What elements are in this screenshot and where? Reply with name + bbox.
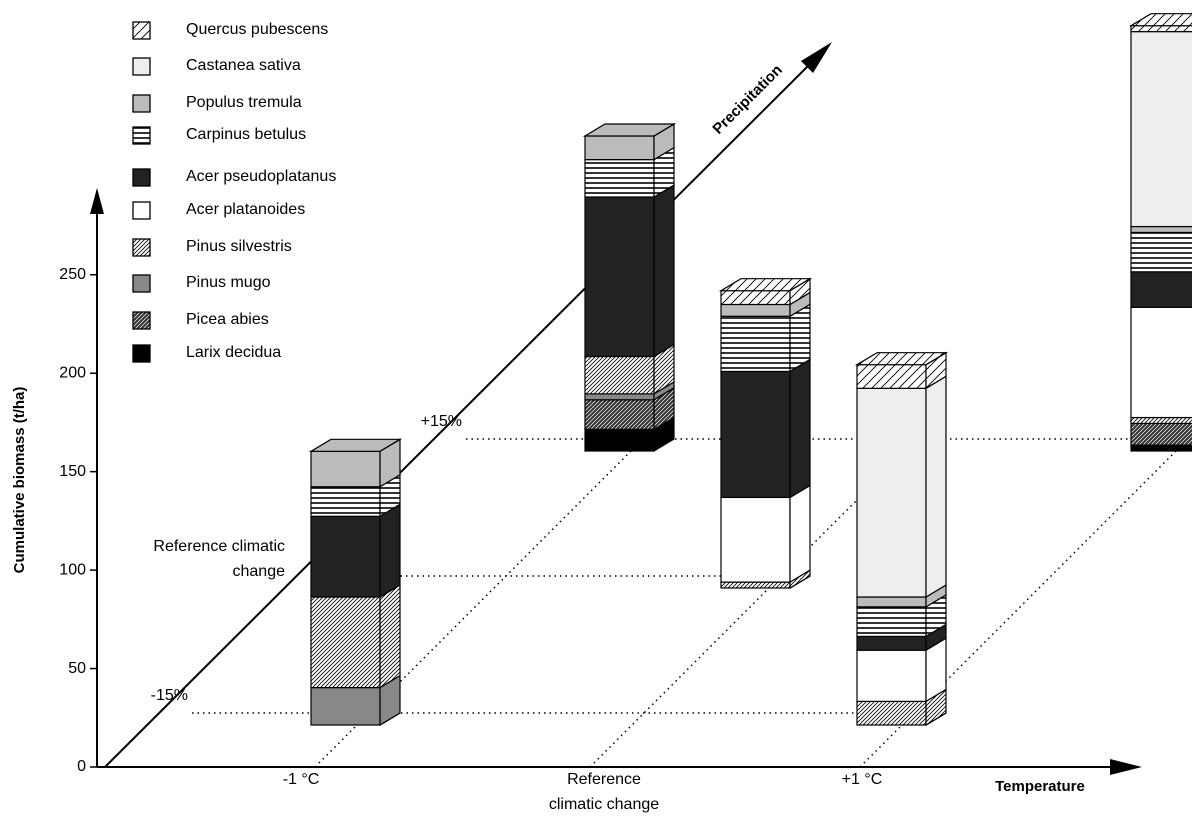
bar-segment <box>1130 225 1192 234</box>
y-tick-label: 0 <box>77 758 86 775</box>
bar-segment <box>310 515 381 598</box>
bar-segment <box>1130 231 1192 273</box>
bar-side <box>789 484 811 584</box>
legend-label: Larix decidua <box>186 344 281 361</box>
y-axis-title: Cumulative biomass (t/ha) <box>11 387 28 574</box>
x-axis-title: Temperature <box>995 778 1085 795</box>
legend-label: Pinus silvestris <box>186 238 292 255</box>
z-tick-label: -15% <box>150 687 188 704</box>
bar-segment <box>584 399 655 430</box>
bar-segment <box>1130 422 1192 446</box>
x-axis-arrow <box>1110 759 1142 775</box>
legend-label: Picea abies <box>186 311 269 328</box>
legend-label: Acer platanoides <box>186 201 305 218</box>
bar-segment <box>310 486 381 517</box>
legend-swatch <box>132 344 151 363</box>
legend-swatch <box>132 274 151 293</box>
bar-segment <box>720 370 791 499</box>
bar-segment <box>720 315 791 373</box>
bar-side <box>653 183 675 358</box>
bar-segment <box>584 196 655 358</box>
legend-swatch <box>132 311 151 330</box>
bar-segment <box>1130 271 1192 308</box>
bar-top <box>854 352 949 366</box>
bar-side <box>789 358 811 499</box>
bar-segment <box>1130 31 1192 228</box>
bar-top <box>718 278 813 292</box>
bar-segment <box>856 700 927 726</box>
bar-segment <box>856 649 927 702</box>
bar-segment <box>720 581 791 589</box>
legend-swatch <box>132 21 151 40</box>
y-tick-label: 50 <box>68 660 86 677</box>
bar-segment <box>310 450 381 488</box>
y-tick-label: 150 <box>59 463 86 480</box>
bar-segment <box>856 387 927 598</box>
bar-side <box>379 503 401 599</box>
legend-label: Castanea sativa <box>186 57 301 74</box>
y-tick-label: 100 <box>59 561 86 578</box>
bar-segment <box>310 686 381 726</box>
y-tick-label: 250 <box>59 266 86 283</box>
legend-swatch <box>132 57 151 76</box>
bar-segment <box>584 393 655 401</box>
bar-segment <box>856 606 927 637</box>
bar-segment <box>1130 416 1192 425</box>
bar-segment <box>720 290 791 306</box>
x-tick-label: +1 °C <box>841 771 883 788</box>
bar-segment <box>1130 306 1192 419</box>
bar-segment <box>720 496 791 583</box>
bar-segment <box>310 596 381 689</box>
bar-segment <box>584 428 655 452</box>
bar-side <box>379 583 401 689</box>
z-tick-label: +15% <box>420 413 462 430</box>
bar-segment <box>584 135 655 161</box>
bar-top <box>582 123 677 137</box>
legend: Quercus pubescens Castanea sativa Populus … <box>132 21 336 363</box>
legend-swatch <box>132 94 151 113</box>
legend-swatch <box>132 238 151 257</box>
x-tick-label: Reference climatic change <box>548 771 660 813</box>
bar-segment <box>720 303 791 317</box>
bar-top <box>308 438 403 452</box>
legend-label: Populus tremula <box>186 94 302 111</box>
legend-swatch <box>132 126 151 145</box>
y-tick-label: 200 <box>59 364 86 381</box>
bar-side <box>925 375 947 599</box>
legend-label: Quercus pubescens <box>186 21 328 38</box>
bar-segment <box>584 158 655 198</box>
bar-segment <box>856 596 927 608</box>
legend-label: Acer pseudoplatanus <box>186 168 336 185</box>
z-axis <box>104 61 813 768</box>
z-axis-arrow <box>801 42 832 73</box>
y-axis-arrow <box>90 188 104 214</box>
bar-segment <box>584 355 655 395</box>
legend-label: Pinus mugo <box>186 274 271 291</box>
z-tick-label: Reference climatic change <box>153 538 285 580</box>
bar-segment <box>1130 444 1192 452</box>
legend-label: Carpinus betulus <box>186 126 306 143</box>
bars <box>308 13 1192 727</box>
legend-swatch <box>132 201 151 220</box>
bar-segment <box>856 635 927 651</box>
bar-segment <box>856 364 927 389</box>
bar-top <box>1128 13 1192 27</box>
x-tick-label: -1 °C <box>282 771 320 788</box>
legend-swatch <box>132 168 151 187</box>
bar-segment <box>1130 25 1192 33</box>
